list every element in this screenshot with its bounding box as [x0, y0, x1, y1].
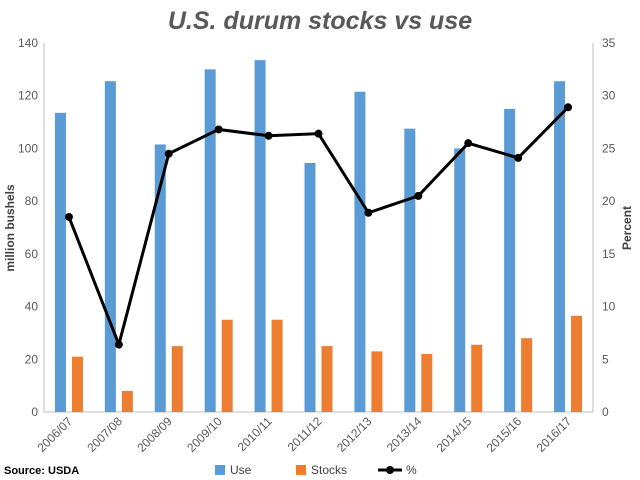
bar-stocks-2015-16: [521, 338, 533, 412]
x-tick-label: 2011/12: [285, 414, 325, 454]
legend-swatch-use: [215, 465, 225, 475]
percent-point-2016-17: [564, 103, 573, 112]
bar-use-2007-08: [104, 81, 116, 412]
legend: Use Stocks%: [215, 463, 417, 477]
percent-point-2006-07: [64, 212, 73, 221]
percent-point-2011-12: [314, 129, 323, 138]
bar-use-2013-14: [404, 128, 416, 413]
y-tick-label: 120: [18, 89, 38, 103]
percent-point-2012-13: [364, 208, 373, 217]
bar-stocks-2014-15: [471, 344, 483, 412]
y-tick-label: 80: [25, 194, 39, 208]
legend-label-use: Use: [230, 463, 252, 477]
x-tick-label: 2013/14: [384, 414, 425, 455]
bar-stocks-2009-10: [221, 319, 233, 412]
chart-title: U.S. durum stocks vs use: [168, 7, 472, 35]
y2-tick-label: 0: [602, 405, 609, 419]
x-tick-label: 2015/16: [484, 414, 525, 455]
legend-marker-percent: [386, 466, 394, 474]
legend-label-percent: %: [406, 463, 417, 477]
bar-use-2014-15: [454, 148, 466, 412]
percent-point-2009-10: [214, 125, 223, 134]
bar-stocks-2011-12: [321, 346, 333, 412]
y2-tick-label: 25: [602, 141, 616, 155]
y2-tick-label: 10: [602, 300, 616, 314]
x-tick-label: 2010/11: [235, 414, 275, 454]
y-tick-label: 60: [25, 247, 39, 261]
y-tick-label: 20: [25, 352, 39, 366]
x-tick-label: 2008/09: [134, 414, 175, 455]
y-tick-label: 0: [31, 405, 38, 419]
bar-stocks-2007-08: [121, 390, 133, 412]
percent-point-2013-14: [414, 191, 423, 200]
percent-point-2015-16: [514, 153, 523, 162]
y-tick-label: 100: [18, 141, 38, 155]
legend-label-stocks: Stocks: [311, 463, 347, 477]
percent-point-2010-11: [264, 131, 273, 140]
x-tick-label: 2014/15: [434, 414, 475, 455]
y2-tick-label: 30: [602, 89, 616, 103]
bar-use-2012-13: [354, 91, 366, 412]
y2-tick-label: 35: [602, 36, 616, 50]
bar-use-2009-10: [204, 69, 216, 412]
percent-line: [67, 106, 570, 350]
x-tick-label: 2012/13: [334, 414, 375, 455]
bar-use-2015-16: [504, 108, 516, 413]
bar-use-2008-09: [154, 144, 166, 412]
y-tick-label: 40: [25, 300, 39, 314]
bar-stocks-2012-13: [371, 351, 383, 412]
bar-stocks-2016-17: [571, 315, 583, 412]
bar-use-2011-12: [304, 162, 316, 412]
bar-use-2010-11: [254, 60, 266, 412]
x-tick-label: 2009/10: [184, 414, 225, 455]
x-tick-label: 2016/17: [534, 414, 575, 455]
x-tick-label: 2006/07: [34, 414, 75, 455]
y2-tick-label: 20: [602, 194, 616, 208]
bar-stocks-2006-07: [71, 356, 83, 412]
bar-use-2006-07: [54, 112, 66, 412]
x-tick-label: 2007/08: [84, 414, 125, 455]
y2-tick-label: 5: [602, 352, 609, 366]
percent-point-2007-08: [114, 340, 123, 349]
source-note: Source: USDA: [4, 465, 79, 477]
y-axis-title: million bushels: [3, 184, 17, 272]
bar-stocks-2013-14: [421, 354, 433, 412]
percent-point-2014-15: [464, 139, 473, 148]
y2-tick-label: 15: [602, 247, 616, 261]
percent-point-2008-09: [164, 149, 173, 158]
y2-axis-title: Percent: [620, 206, 634, 250]
bar-stocks-2008-09: [171, 346, 183, 412]
bar-stocks-2010-11: [271, 319, 283, 412]
bar-use-2016-17: [554, 81, 566, 412]
legend-swatch-stocks: [296, 465, 306, 475]
y-tick-label: 140: [18, 36, 38, 50]
